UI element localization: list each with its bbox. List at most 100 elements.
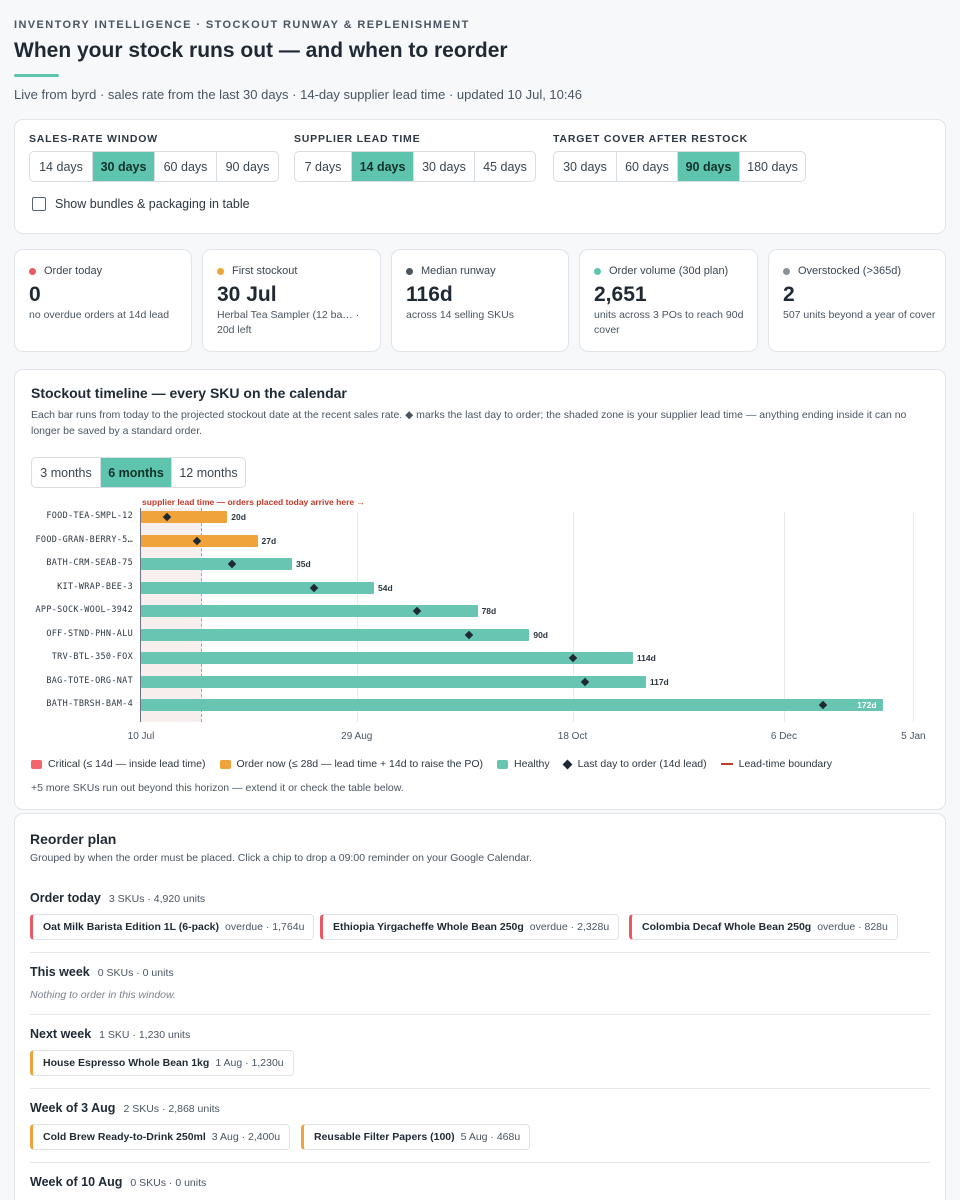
legend-label: Order now (≤ 28d — lead time + 14d to ra… (236, 758, 484, 770)
group-name: This week (30, 965, 90, 979)
runway-bar[interactable] (141, 581, 374, 594)
legend-swatch (219, 759, 231, 769)
kpi-note: across 14 selling SKUs (406, 309, 514, 321)
lead-time-option[interactable]: 45 days (474, 152, 535, 181)
horizon-selector: 3 months 6 months 12 months (31, 457, 246, 488)
group-name: Week of 3 Aug (30, 1101, 116, 1115)
runway-bar[interactable] (141, 652, 633, 664)
reorder-chip[interactable]: Oat Milk Barista Edition 1L (6-pack) ove… (30, 914, 315, 940)
bar-value-label: 117d (649, 676, 669, 687)
legend-item-order-now: Order now (≤ 28d — lead time + 14d to ra… (219, 758, 484, 770)
runway-bar[interactable] (141, 511, 228, 523)
kpi-card-order-today: Order today 0 no overdue orders at 14d l… (14, 249, 192, 352)
sales-window-option[interactable]: 30 days (92, 152, 154, 181)
kpi-value: 2,651 (594, 283, 647, 306)
kpi-label: Median runway (421, 265, 496, 277)
group-name: Next week (30, 1027, 92, 1041)
chart-gridline (783, 512, 785, 722)
reorder-chip[interactable]: Ethiopia Yirgacheffe Whole Bean 250g ove… (320, 914, 620, 940)
sku-row-label: FOOD-GRAN-BERRY-5… (35, 534, 133, 545)
page-title: When your stock runs out — and when to r… (14, 39, 508, 62)
legend-label: Last day to order (14d lead) (577, 758, 707, 770)
lead-time-caption: supplier lead time — orders placed today… (142, 497, 365, 507)
target-cover-option[interactable]: 90 days (677, 152, 739, 181)
group-divider (30, 1162, 930, 1163)
legend-item-lead-boundary: Lead-time boundary (720, 758, 832, 770)
target-cover-option[interactable]: 60 days (616, 152, 677, 181)
target-cover-option[interactable]: 30 days (563, 159, 607, 174)
sales-window-option[interactable]: 90 days (216, 152, 278, 181)
group-week-3-aug: Week of 3 Aug 2 SKUs · 2,868 units (30, 1101, 220, 1115)
reorder-chip[interactable]: Reusable Filter Papers (100) 5 Aug · 468… (301, 1124, 531, 1150)
x-tick-label: 6 Dec (770, 731, 797, 742)
group-divider (30, 1088, 930, 1089)
x-tick-label: 10 Jul (127, 731, 155, 742)
timeline-footnote: +5 more SKUs run out beyond this horizon… (31, 782, 404, 794)
title-accent-rule (14, 74, 59, 77)
chip-meta: 5 Aug · 468u (460, 1131, 521, 1143)
kpi-value: 2 (783, 283, 795, 306)
horizon-tab[interactable]: 12 months (171, 458, 245, 487)
sku-row-label: APP-SOCK-WOOL-3942 (35, 605, 133, 615)
controls-card: SALES-RATE WINDOW 14 days 30 days 60 day… (14, 119, 946, 234)
reorder-chip[interactable]: Colombia Decaf Whole Bean 250g overdue ·… (629, 914, 898, 940)
kpi-label: Overstocked (>365d) (798, 265, 902, 277)
runway-bar[interactable] (141, 699, 884, 711)
sku-row-label: BATH-TBRSH-BAM-4 (46, 699, 133, 709)
group-order-today: Order today 3 SKUs · 4,920 units (30, 891, 205, 905)
group-name: Week of 10 Aug (30, 1175, 123, 1189)
horizon-tab[interactable]: 3 months (40, 465, 92, 480)
group-divider (30, 952, 930, 953)
kpi-label: Order volume (30d plan) (609, 265, 729, 277)
legend-swatch (497, 759, 509, 769)
runway-bar[interactable] (141, 628, 530, 641)
chart-gridline (913, 512, 915, 722)
group-meta: 0 SKUs · 0 units (130, 1177, 207, 1189)
chip-sku-name: Reusable Filter Papers (100) (314, 1131, 455, 1143)
kpi-label: First stockout (232, 265, 298, 277)
group-meta: 2 SKUs · 2,868 units (123, 1103, 220, 1115)
horizon-tab[interactable]: 6 months (100, 458, 171, 487)
kpi-card-first-stockout: First stockout 30 Jul Herbal Tea Sampler… (202, 249, 381, 352)
bundles-checkbox[interactable] (32, 197, 46, 211)
group-meta: 0 SKUs · 0 units (97, 967, 174, 979)
bundles-checkbox-label: Show bundles & packaging in table (55, 197, 250, 211)
runway-bar[interactable] (141, 605, 478, 617)
kpi-label: Order today (44, 265, 103, 277)
timeline-legend: Critical (≤ 14d — inside lead time) Orde… (31, 758, 846, 770)
page-subtitle: Live from byrd · sales rate from the las… (14, 87, 582, 102)
legend-item-last-day: Last day to order (14d lead) (562, 758, 707, 770)
bar-value-label: 90d (533, 629, 548, 640)
reorder-chip[interactable]: Cold Brew Ready-to-Drink 250ml 3 Aug · 2… (30, 1124, 291, 1150)
lead-time-option[interactable]: 14 days (351, 152, 413, 181)
lead-time-option[interactable]: 7 days (304, 159, 342, 174)
sales-window-option[interactable]: 14 days (39, 159, 83, 174)
runway-bar[interactable] (141, 675, 646, 688)
chip-meta: overdue · 1,764u (225, 921, 305, 933)
chip-sku-name: Oat Milk Barista Edition 1L (6-pack) (43, 921, 220, 933)
legend-item-critical: Critical (≤ 14d — inside lead time) (31, 758, 206, 770)
kpi-card-overstocked: Overstocked (>365d) 2 507 units beyond a… (768, 249, 946, 352)
sales-window-label: SALES-RATE WINDOW (29, 133, 158, 145)
bundles-toggle[interactable]: Show bundles & packaging in table (32, 197, 250, 211)
diamond-icon (562, 759, 573, 769)
group-this-week: This week 0 SKUs · 0 units (30, 965, 174, 979)
legend-label: Healthy (514, 758, 550, 770)
chart-gridline (572, 512, 574, 722)
legend-item-healthy: Healthy (497, 758, 550, 770)
target-cover-option[interactable]: 180 days (739, 152, 805, 181)
target-cover-label: TARGET COVER AFTER RESTOCK (553, 133, 749, 145)
kpi-value: 116d (406, 283, 453, 306)
kpi-card-order-volume: Order volume (30d plan) 2,651 units acro… (579, 249, 758, 352)
reorder-chip[interactable]: House Espresso Whole Bean 1kg 1 Aug · 1,… (30, 1050, 294, 1076)
sales-window-option[interactable]: 60 days (154, 152, 216, 181)
group-divider (30, 1014, 930, 1015)
bar-value-label: 172d (857, 700, 877, 710)
bar-value-label: 27d (261, 535, 277, 546)
kpi-value: 0 (29, 283, 41, 306)
sku-row-label: BATH-CRM-SEAB-75 (46, 558, 133, 568)
status-dot-icon (406, 267, 413, 275)
runway-bar[interactable] (141, 558, 293, 570)
group-next-week: Next week 1 SKU · 1,230 units (30, 1027, 190, 1041)
lead-time-option[interactable]: 30 days (413, 152, 474, 181)
